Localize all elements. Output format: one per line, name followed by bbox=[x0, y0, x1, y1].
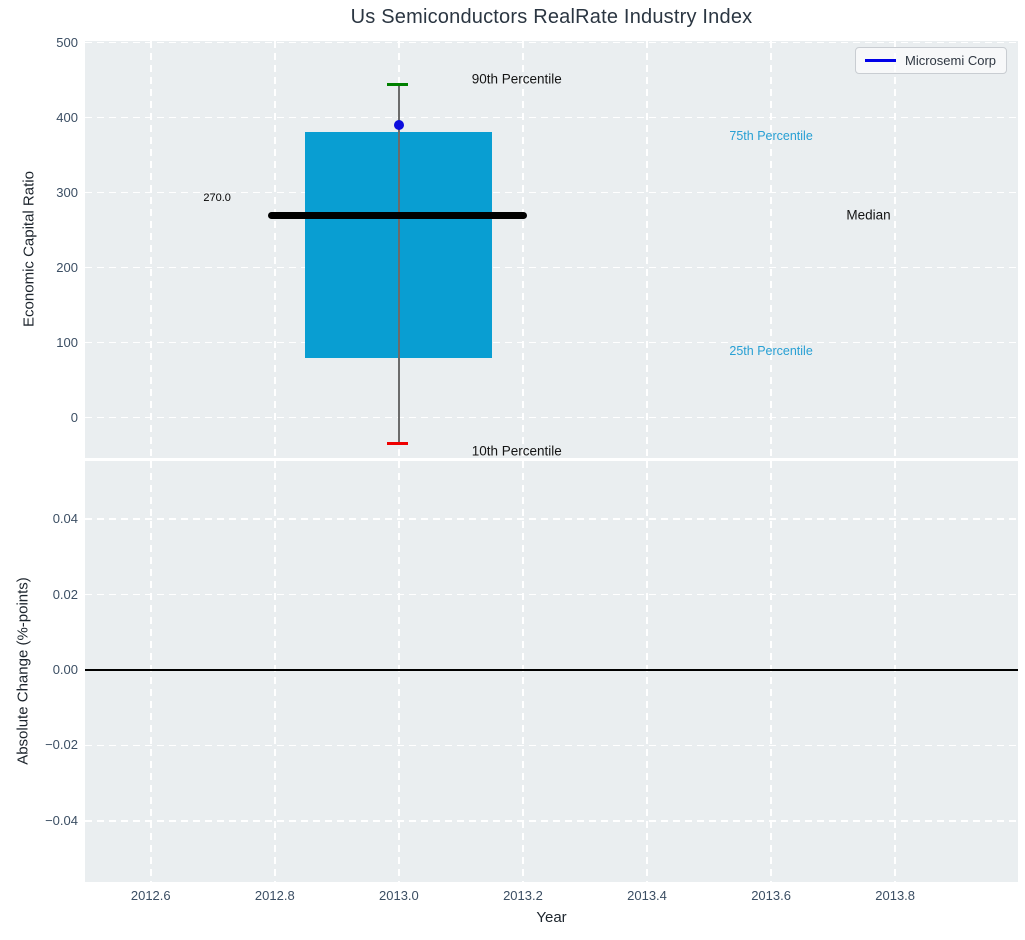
y-tick-label: 300 bbox=[0, 185, 78, 200]
zero-reference-line bbox=[85, 669, 1018, 671]
x-gridline bbox=[150, 41, 152, 458]
xaxis-title: Year bbox=[85, 909, 1018, 926]
y-gridline bbox=[85, 518, 1018, 520]
y-gridline bbox=[85, 820, 1018, 822]
x-gridline bbox=[398, 461, 400, 882]
annotation-25th-percentile: 25th Percentile bbox=[729, 344, 812, 358]
figure-canvas: 2013.8 2013.6 2013.4 2013.2 2013.0 2012.8 2012… bbox=[0, 0, 1025, 940]
legend-line-sample bbox=[865, 59, 896, 62]
x-tick-label: 2013.8 bbox=[855, 888, 935, 903]
x-tick-label: 2013.6 bbox=[731, 888, 811, 903]
annotation-median: Median bbox=[846, 208, 890, 223]
y-gridline bbox=[85, 117, 1018, 119]
y-tick-label: 0.04 bbox=[0, 511, 78, 526]
x-gridline bbox=[770, 41, 772, 458]
x-gridline bbox=[274, 461, 276, 882]
y-gridline bbox=[85, 342, 1018, 344]
y-tick-label: 400 bbox=[0, 110, 78, 125]
x-gridline bbox=[894, 461, 896, 882]
median-line[interactable] bbox=[268, 212, 527, 219]
bottom-subplot-area bbox=[85, 461, 1018, 882]
annotation-270-0: 270.0 bbox=[203, 192, 231, 204]
legend-series-label: Microsemi Corp bbox=[905, 53, 996, 68]
x-gridline bbox=[522, 41, 524, 458]
x-tick-label: 2012.6 bbox=[111, 888, 191, 903]
y-tick-label: 0.02 bbox=[0, 587, 78, 602]
y-tick-label: −0.02 bbox=[0, 737, 78, 752]
whisker-line bbox=[398, 85, 400, 444]
y-gridline bbox=[85, 594, 1018, 596]
y-tick-label: 100 bbox=[0, 335, 78, 350]
x-gridline bbox=[894, 41, 896, 458]
chart-title: Us Semiconductors RealRate Industry Inde… bbox=[85, 6, 1018, 29]
y-gridline bbox=[85, 745, 1018, 747]
x-gridline bbox=[646, 41, 648, 458]
x-tick-label: 2013.4 bbox=[607, 888, 687, 903]
yaxis-title-top: Economic Capital Ratio bbox=[21, 171, 38, 327]
p10-whisker-cap bbox=[387, 442, 408, 445]
x-tick-label: 2013.0 bbox=[359, 888, 439, 903]
x-gridline bbox=[646, 461, 648, 882]
x-tick-label: 2013.2 bbox=[483, 888, 563, 903]
x-gridline bbox=[770, 461, 772, 882]
top-subplot-area: 10th Percentile 25th Percentile Median 75th… bbox=[85, 41, 1018, 458]
x-tick-label: 2012.8 bbox=[235, 888, 315, 903]
legend-box[interactable]: Microsemi Corp bbox=[855, 47, 1007, 74]
y-gridline bbox=[85, 417, 1018, 419]
y-tick-label: 0 bbox=[0, 410, 78, 425]
y-tick-label: 200 bbox=[0, 260, 78, 275]
y-tick-label: −0.04 bbox=[0, 813, 78, 828]
x-gridline bbox=[522, 461, 524, 882]
annotation-75th-percentile: 75th Percentile bbox=[729, 129, 812, 143]
p90-whisker-cap bbox=[387, 83, 408, 86]
y-gridline bbox=[85, 42, 1018, 44]
y-tick-label: 500 bbox=[0, 35, 78, 50]
annotation-10th-percentile: 10th Percentile bbox=[472, 444, 562, 458]
y-gridline bbox=[85, 267, 1018, 269]
x-gridline bbox=[274, 41, 276, 458]
y-tick-label: 0.00 bbox=[0, 662, 78, 677]
x-gridline bbox=[150, 461, 152, 882]
annotation-90th-percentile: 90th Percentile bbox=[472, 71, 562, 86]
microsemi-marker-dot[interactable] bbox=[394, 120, 404, 130]
yaxis-title-bottom: Absolute Change (%-points) bbox=[15, 577, 32, 765]
